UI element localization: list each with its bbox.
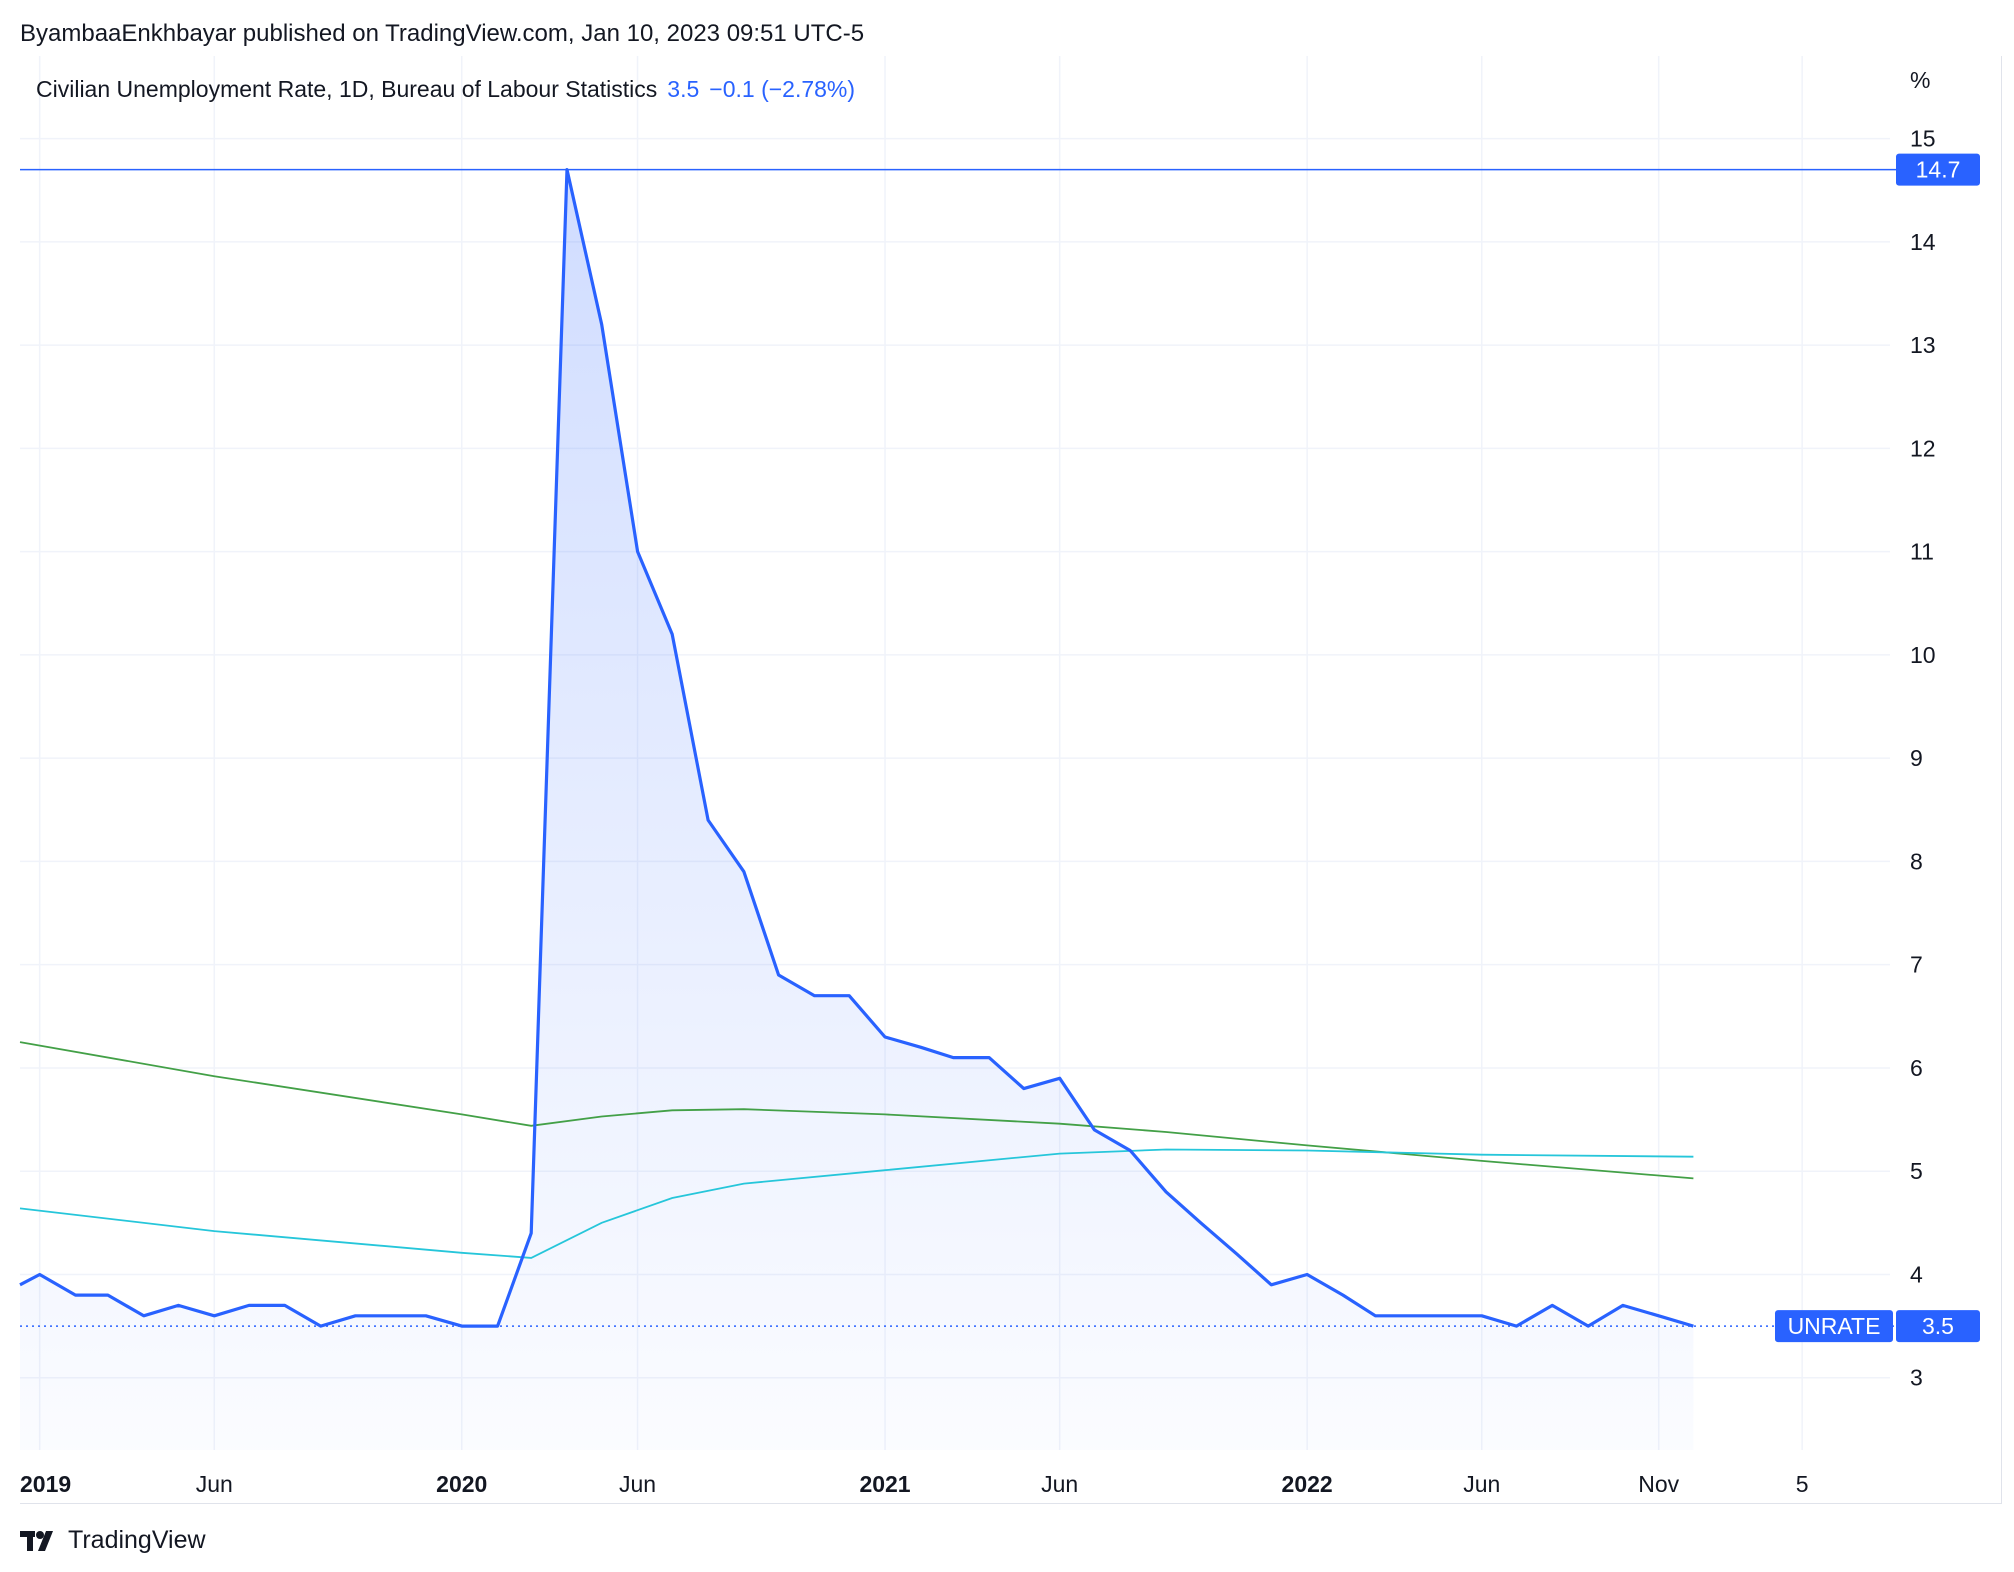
y-unit-label: % bbox=[1910, 67, 1930, 93]
price-tag-text: 14.7 bbox=[1916, 157, 1961, 183]
series-name-tag bbox=[1775, 1310, 1893, 1343]
x-axis[interactable]: 2019 Jun 2020 Jun 2021 Jun 2022 Jun Nov 5 bbox=[20, 1471, 1809, 1497]
x-tick-label: Jun bbox=[196, 1471, 233, 1497]
chart-legend[interactable]: Civilian Unemployment Rate, 1D, Bureau o… bbox=[36, 76, 855, 103]
y-tick-label: 6 bbox=[1910, 1055, 1923, 1081]
series-layer bbox=[19, 168, 1694, 1451]
x-tick-label: Jun bbox=[1041, 1471, 1078, 1497]
x-tick-label: 2020 bbox=[436, 1471, 487, 1497]
x-tick-label: 2021 bbox=[859, 1471, 910, 1497]
price-tag-14-7 bbox=[1896, 153, 1980, 186]
y-tick-label: 4 bbox=[1910, 1261, 1923, 1287]
y-axis[interactable]: 3 4 5 6 7 8 9 10 11 12 13 14 15% bbox=[1910, 67, 1936, 1391]
series-name-tag-text: UNRATE bbox=[1788, 1313, 1881, 1339]
brand-name: TradingView bbox=[68, 1526, 206, 1554]
legend-title: Civilian Unemployment Rate, 1D, Bureau o… bbox=[36, 76, 658, 102]
moving-average-line-2 bbox=[19, 1148, 1694, 1259]
y-tick-label: 15 bbox=[1910, 126, 1936, 152]
moving-average-line-1 bbox=[19, 1041, 1694, 1180]
y-tick-label: 5 bbox=[1910, 1158, 1923, 1184]
price-tag-3-5 bbox=[1896, 1310, 1980, 1343]
y-tick-label: 9 bbox=[1910, 745, 1923, 771]
legend-value: 3.5 bbox=[667, 76, 700, 102]
y-tick-label: 13 bbox=[1910, 332, 1936, 358]
publisher-line: ByambaaEnkhbayar published on TradingVie… bbox=[20, 20, 865, 47]
x-tick-label: 5 bbox=[1796, 1471, 1809, 1497]
chart-frame bbox=[20, 56, 2002, 1504]
reference-lines: 14.7 3.5 UNRATE bbox=[20, 153, 1980, 1343]
unrate-line bbox=[19, 168, 1694, 1328]
x-tick-label: 2022 bbox=[1282, 1471, 1333, 1497]
y-tick-label: 7 bbox=[1910, 952, 1923, 978]
y-tick-label: 10 bbox=[1910, 642, 1936, 668]
y-tick-label: 8 bbox=[1910, 848, 1923, 874]
tradingview-logo-icon bbox=[20, 1530, 53, 1551]
y-tick-label: 11 bbox=[1910, 539, 1934, 565]
y-tick-label: 14 bbox=[1910, 229, 1936, 255]
y-tick-label: 12 bbox=[1910, 435, 1936, 461]
legend-change: −0.1 (−2.78%) bbox=[709, 76, 856, 102]
price-tag-text: 3.5 bbox=[1922, 1313, 1954, 1339]
x-tick-label: Jun bbox=[619, 1471, 656, 1497]
tradingview-brand[interactable]: TradingView bbox=[20, 1526, 206, 1555]
unrate-area-fill bbox=[20, 169, 1694, 1451]
x-tick-label: Jun bbox=[1463, 1471, 1500, 1497]
y-tick-label: 3 bbox=[1910, 1365, 1923, 1391]
x-tick-label: Nov bbox=[1638, 1471, 1679, 1497]
x-tick-label: 2019 bbox=[20, 1471, 71, 1497]
